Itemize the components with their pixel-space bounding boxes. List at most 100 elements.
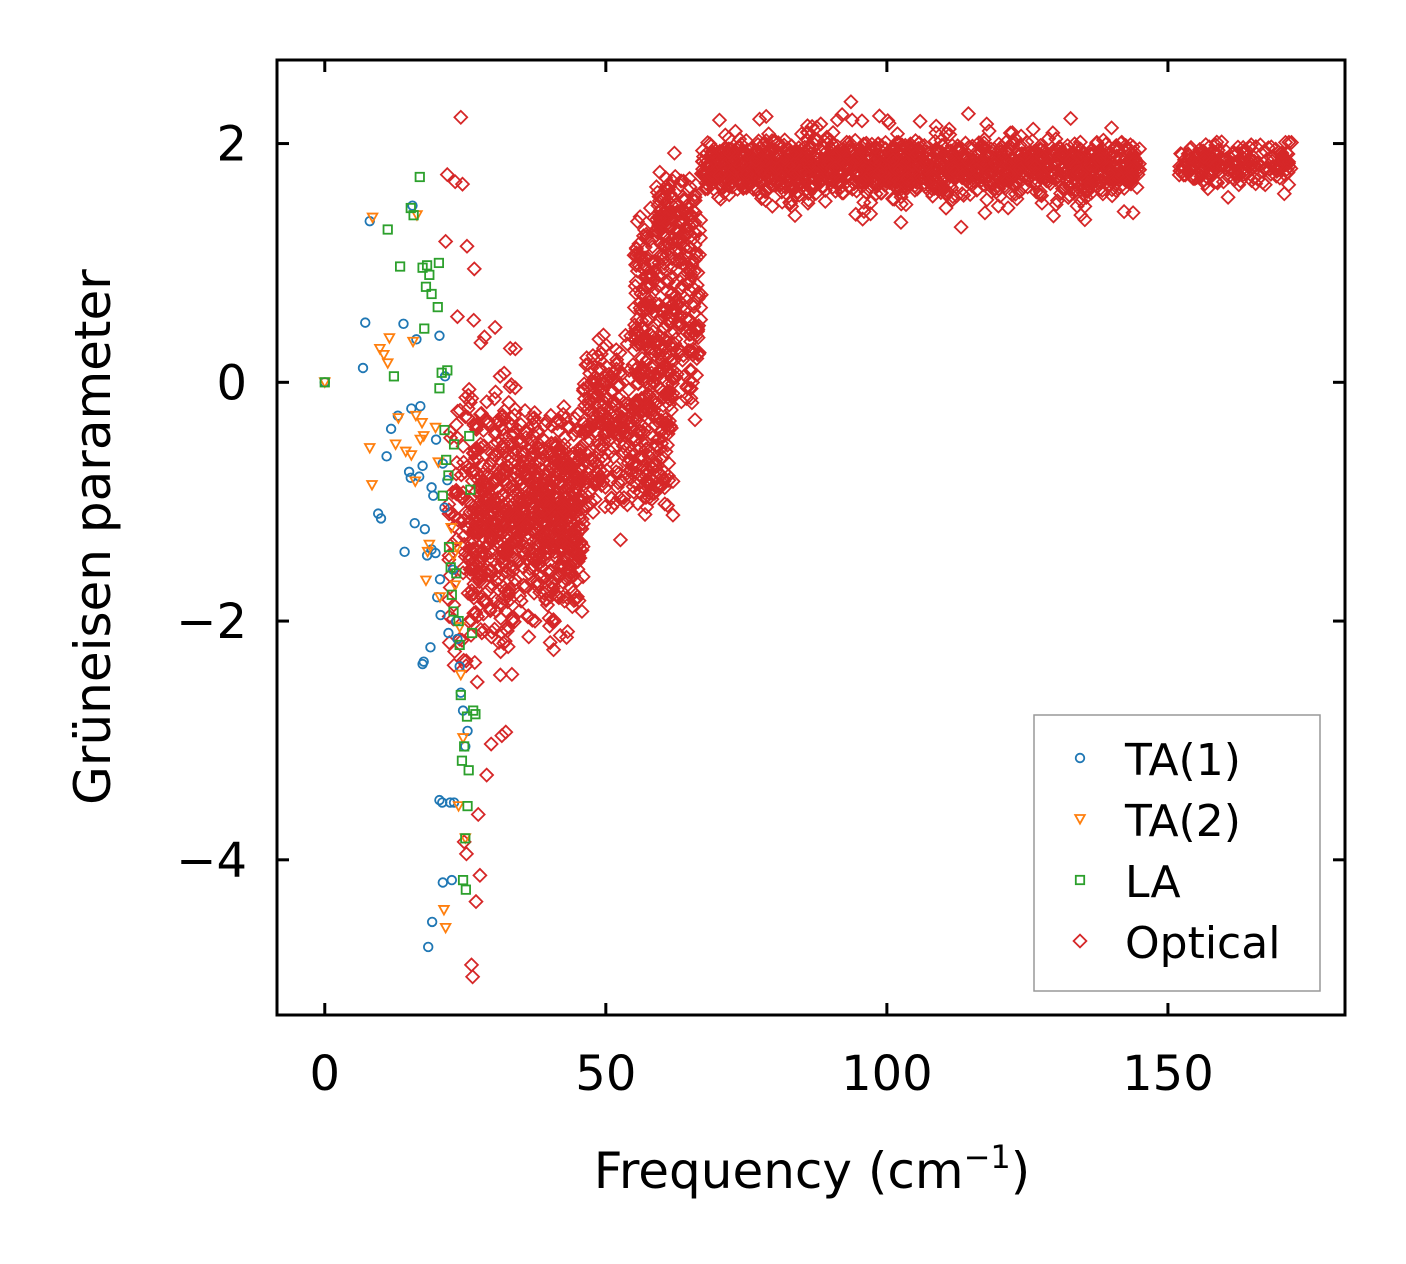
data-point — [542, 460, 558, 476]
data-point — [663, 189, 679, 206]
data-point — [1083, 142, 1100, 159]
data-point — [424, 269, 435, 280]
data-point — [448, 439, 460, 450]
data-point — [787, 207, 803, 224]
data-point — [711, 167, 728, 184]
data-point — [843, 94, 859, 110]
data-point — [488, 573, 505, 590]
data-point — [567, 555, 584, 571]
data-point — [808, 119, 825, 135]
data-point — [663, 402, 679, 418]
data-point — [661, 311, 678, 327]
data-point — [455, 689, 466, 701]
data-point — [492, 559, 509, 575]
data-point — [481, 458, 497, 475]
data-point — [1176, 152, 1193, 168]
data-point — [561, 564, 577, 580]
data-point — [564, 598, 580, 615]
data-point — [449, 403, 466, 419]
data-point — [385, 423, 397, 435]
data-point — [442, 579, 458, 596]
data-point — [724, 179, 740, 195]
data-point — [559, 457, 575, 473]
data-point — [463, 566, 479, 583]
data-point — [1025, 121, 1041, 137]
data-point — [623, 419, 640, 435]
data-point — [961, 162, 977, 179]
data-point — [969, 164, 985, 180]
data-point — [960, 153, 976, 169]
data-point — [582, 483, 598, 499]
data-point — [687, 189, 703, 205]
data-point — [1104, 171, 1121, 187]
data-point — [951, 144, 967, 161]
data-point — [383, 333, 396, 345]
data-point — [1095, 132, 1112, 148]
data-point — [1104, 182, 1120, 198]
data-point — [492, 444, 508, 461]
data-point — [809, 166, 825, 182]
data-point — [621, 382, 637, 398]
data-point — [487, 384, 504, 400]
data-point — [1000, 200, 1016, 216]
data-point — [471, 553, 488, 569]
data-point — [452, 801, 465, 813]
data-point — [635, 297, 651, 314]
data-point — [936, 180, 953, 196]
data-point — [473, 481, 489, 497]
data-points — [318, 94, 1300, 985]
data-point — [823, 141, 839, 157]
data-point — [1122, 159, 1138, 176]
data-point — [392, 413, 405, 425]
data-point — [912, 172, 929, 188]
data-point — [511, 473, 528, 489]
data-point — [684, 395, 700, 411]
data-point — [653, 466, 669, 483]
data-point — [550, 489, 567, 506]
data-point — [586, 390, 602, 407]
data-point — [783, 138, 800, 154]
data-point — [627, 278, 643, 294]
data-point — [673, 343, 690, 359]
data-point — [896, 152, 912, 168]
data-point — [656, 471, 672, 487]
data-point — [1106, 166, 1122, 182]
data-point — [625, 429, 641, 445]
data-point — [1041, 159, 1057, 176]
data-point — [507, 441, 523, 458]
data-point — [659, 437, 676, 453]
data-point — [835, 185, 852, 201]
data-point — [611, 428, 627, 444]
data-point — [468, 421, 485, 438]
data-point — [639, 279, 655, 295]
data-point — [486, 493, 503, 509]
data-point — [443, 470, 454, 481]
data-point — [455, 512, 472, 529]
data-point — [486, 471, 503, 487]
data-point — [575, 383, 592, 399]
data-point — [633, 303, 649, 319]
data-point — [1103, 120, 1120, 136]
data-point — [518, 527, 535, 544]
data-point — [1072, 148, 1089, 164]
data-point — [801, 159, 818, 175]
data-point — [681, 311, 698, 327]
data-point — [1215, 174, 1232, 190]
data-point — [363, 443, 377, 455]
data-point — [472, 867, 488, 884]
data-point — [426, 916, 438, 928]
data-point — [456, 834, 472, 850]
data-point — [766, 177, 782, 193]
data-point — [492, 483, 508, 499]
data-point — [605, 449, 622, 465]
data-point — [1073, 178, 1089, 195]
data-point — [437, 490, 448, 501]
data-point — [518, 578, 534, 594]
data-point — [1027, 159, 1043, 175]
data-point — [599, 462, 615, 478]
data-point — [450, 512, 466, 528]
data-point — [578, 470, 595, 486]
data-point — [700, 159, 716, 175]
data-point — [786, 164, 802, 181]
data-point — [687, 412, 703, 428]
